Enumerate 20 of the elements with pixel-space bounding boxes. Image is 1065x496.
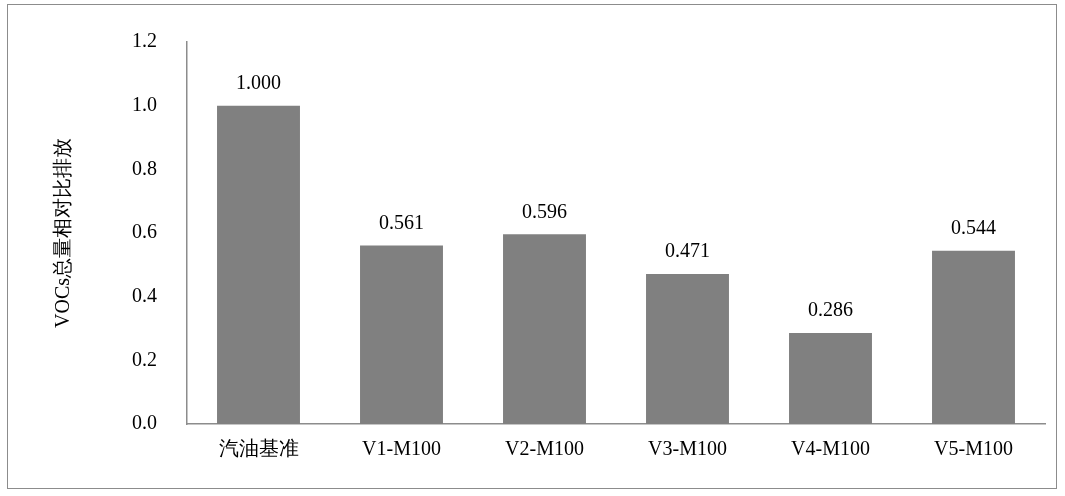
y-tick-label: 1.0 <box>132 92 157 115</box>
y-tick-label: 0.0 <box>132 411 157 434</box>
y-tick-label: 0.2 <box>132 347 157 370</box>
y-axis-title: VOCs总量相对比排放 <box>51 137 74 329</box>
x-tick-label: V5-M100 <box>934 437 1013 460</box>
data-label: 0.596 <box>522 199 567 222</box>
x-tick-label: V1-M100 <box>362 437 441 460</box>
x-tick-label: V2-M100 <box>505 437 584 460</box>
data-label: 1.000 <box>236 70 281 93</box>
x-tick-label: V3-M100 <box>648 437 727 460</box>
data-label: 0.286 <box>808 298 853 321</box>
x-tick-label: V4-M100 <box>791 437 870 460</box>
y-tick-label: 0.8 <box>132 156 157 179</box>
y-tick-label: 0.6 <box>132 220 157 243</box>
data-label: 0.544 <box>951 216 996 239</box>
x-tick-label: 汽油基准 <box>218 437 299 460</box>
data-label: 0.561 <box>379 210 424 233</box>
y-tick-label: 0.4 <box>132 283 157 306</box>
data-label: 0.471 <box>665 239 710 262</box>
y-tick-label: 1.2 <box>132 29 157 52</box>
